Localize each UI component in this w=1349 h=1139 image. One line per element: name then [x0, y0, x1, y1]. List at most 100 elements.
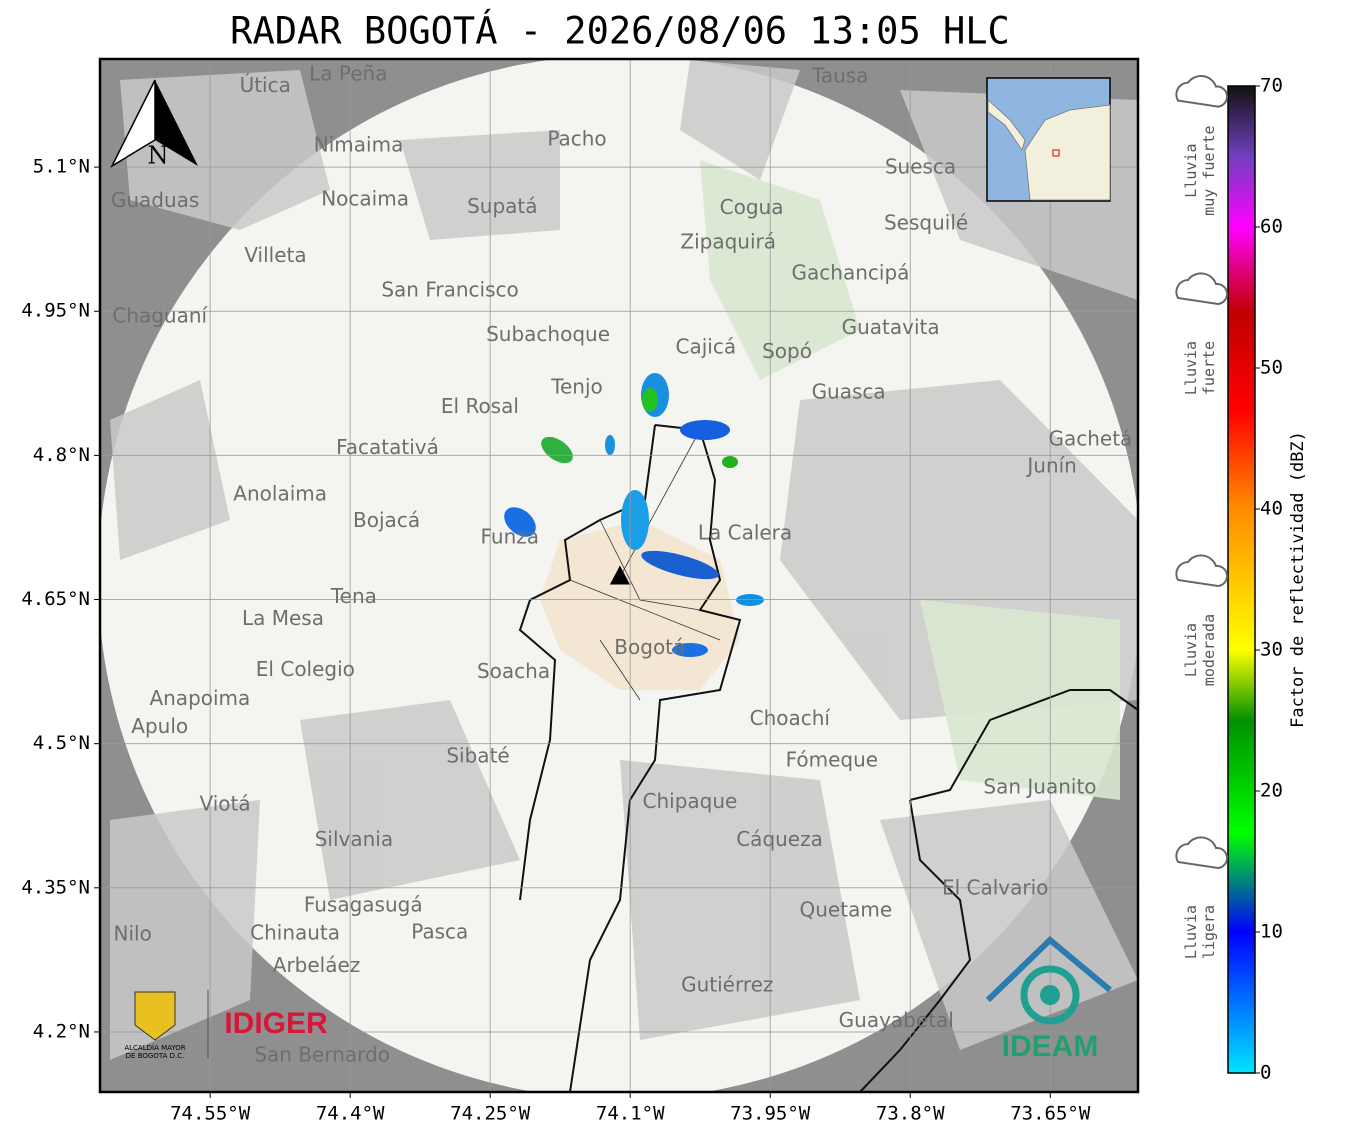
place-label: Junín: [1025, 453, 1076, 477]
colorbar-label: Factor de reflectividad (dBZ): [1288, 431, 1308, 728]
colorbar-tick-label: 10: [1260, 921, 1283, 943]
rain-category: Lluviamoderada: [1175, 554, 1228, 686]
inset-map: [986, 77, 1111, 202]
place-label: San Juanito: [983, 774, 1096, 798]
x-tick-label: 73.8°W: [876, 1103, 945, 1125]
place-label: San Bernardo: [254, 1042, 390, 1066]
place-label: Tenjo: [550, 375, 603, 399]
precipitation: [504, 373, 764, 657]
y-tick-label: 4.95°N: [21, 300, 90, 322]
colorbar-tick-label: 70: [1260, 75, 1283, 97]
rain-category-line: Lluvia: [1182, 905, 1200, 959]
y-tick-label: 5.1°N: [33, 156, 90, 178]
y-tick-label: 4.8°N: [33, 444, 90, 466]
place-label: Bojacá: [353, 508, 420, 532]
north-arrow: N: [110, 79, 198, 170]
x-tick-label: 73.95°W: [730, 1103, 811, 1125]
colorbar-tick-label: 30: [1260, 639, 1283, 661]
vegetation: [700, 160, 1120, 800]
place-label: Viotá: [200, 792, 251, 816]
place-label: Silvania: [315, 827, 393, 851]
place-label: Guasca: [812, 379, 886, 403]
place-label: La Peña: [309, 61, 387, 85]
place-label: Nocaima: [321, 186, 409, 210]
radar-site: [609, 565, 630, 585]
place-label: Sesquilé: [884, 210, 968, 234]
rain-category-label: Lluviamoderada: [1182, 614, 1218, 686]
place-label: Gutiérrez: [681, 972, 773, 996]
place-label: Subachoque: [486, 322, 610, 346]
place-label: Sibaté: [446, 744, 509, 768]
place-label: Cajicá: [676, 334, 737, 358]
y-tick-label: 4.5°N: [33, 732, 90, 754]
x-tick-label: 74.1°W: [596, 1103, 665, 1125]
place-label: Cáqueza: [736, 827, 823, 851]
place-label: El Rosal: [441, 394, 519, 418]
colorbar-tick-label: 40: [1260, 498, 1283, 520]
rain-category-line: ligera: [1200, 905, 1218, 959]
colorbar-tick-label: 50: [1260, 357, 1283, 379]
logo-alcaldia: ALCALDÍA MAYOR DE BOGOTÁ D.C. IDIGER: [124, 990, 328, 1060]
rain-category-label: Lluviamuy fuerte: [1182, 125, 1218, 215]
place-label: Pasca: [411, 919, 468, 943]
place-label: Guayabetal: [839, 1008, 954, 1032]
place-label: Útica: [240, 73, 291, 97]
places: La Peña Útica Tausa Pacho Nimaima Suesca Guadu…: [111, 61, 1132, 1066]
map-frame: [98, 57, 1140, 1094]
place-label: Pacho: [547, 127, 606, 151]
alcaldia-line: ALCALDÍA MAYOR: [124, 1043, 185, 1052]
place-label: Zipaquirá: [680, 230, 776, 254]
place-label: Cogua: [720, 195, 784, 219]
rain-category-line: Lluvia: [1182, 341, 1200, 395]
rain-category: Lluvialigera: [1175, 836, 1228, 959]
colorbar-scale: [1227, 85, 1256, 1074]
grid: [100, 59, 1138, 1092]
cloud-icon: [1175, 554, 1228, 588]
colorbar-tick-label: 0: [1260, 1062, 1271, 1084]
place-label: Sopó: [762, 339, 812, 363]
place-label: Tausa: [811, 63, 869, 87]
place-label: Facatativá: [336, 435, 439, 459]
colorbar-tick-label: 20: [1260, 780, 1283, 802]
rain-category-line: fuerte: [1200, 341, 1218, 395]
place-label: El Colegio: [256, 657, 355, 681]
rain-category-line: moderada: [1200, 614, 1218, 686]
x-tick-label: 74.25°W: [450, 1103, 531, 1125]
y-tick-label: 4.35°N: [21, 876, 90, 898]
place-label: Anolaima: [233, 481, 327, 505]
place-label: Supatá: [467, 194, 537, 218]
place-label: Funza: [481, 525, 540, 549]
alcaldia-line: DE BOGOTÁ D.C.: [126, 1051, 185, 1060]
title: RADAR BOGOTÁ - 2026/08/06 13:05 HLC: [230, 9, 1010, 53]
y-tick-label: 4.65°N: [21, 588, 90, 610]
place-label: Chinauta: [250, 920, 340, 944]
place-label: Nilo: [114, 921, 152, 945]
alcaldia-text: ALCALDÍA MAYOR DE BOGOTÁ D.C.: [124, 1043, 185, 1060]
x-tick-label: 73.65°W: [1010, 1103, 1091, 1125]
place-label: La Calera: [698, 521, 792, 545]
north-label: N: [148, 142, 169, 170]
place-label: Nimaima: [314, 132, 404, 156]
place-label: Guaduas: [111, 188, 199, 212]
place-label: Suesca: [885, 155, 956, 179]
place-label: Guatavita: [842, 315, 940, 339]
rain-category: Lluviamuy fuerte: [1175, 75, 1228, 216]
x-tick-label: 74.4°W: [316, 1103, 385, 1125]
rain-category: Lluviafuerte: [1175, 272, 1228, 395]
place-label: Anapoima: [149, 686, 250, 710]
place-label: Gachetá: [1048, 427, 1132, 451]
place-label: Gachancipá: [792, 260, 910, 284]
place-label: Bogotá: [614, 635, 685, 659]
place-label: Apulo: [131, 714, 188, 738]
place-label: San Francisco: [381, 278, 518, 302]
cloud-icon: [1175, 836, 1228, 870]
map-area: La Peña Útica Tausa Pacho Nimaima Suesca Guadu…: [100, 59, 1138, 1092]
idiger-logo: IDIGER: [224, 1007, 328, 1040]
place-label: El Calvario: [942, 875, 1048, 899]
place-label: Tena: [330, 584, 377, 608]
place-label: Choachí: [750, 706, 832, 730]
ideam-logo: IDEAM: [1002, 1030, 1099, 1063]
logo-ideam: IDEAM: [985, 935, 1112, 1063]
place-label: Chipaque: [643, 789, 738, 813]
